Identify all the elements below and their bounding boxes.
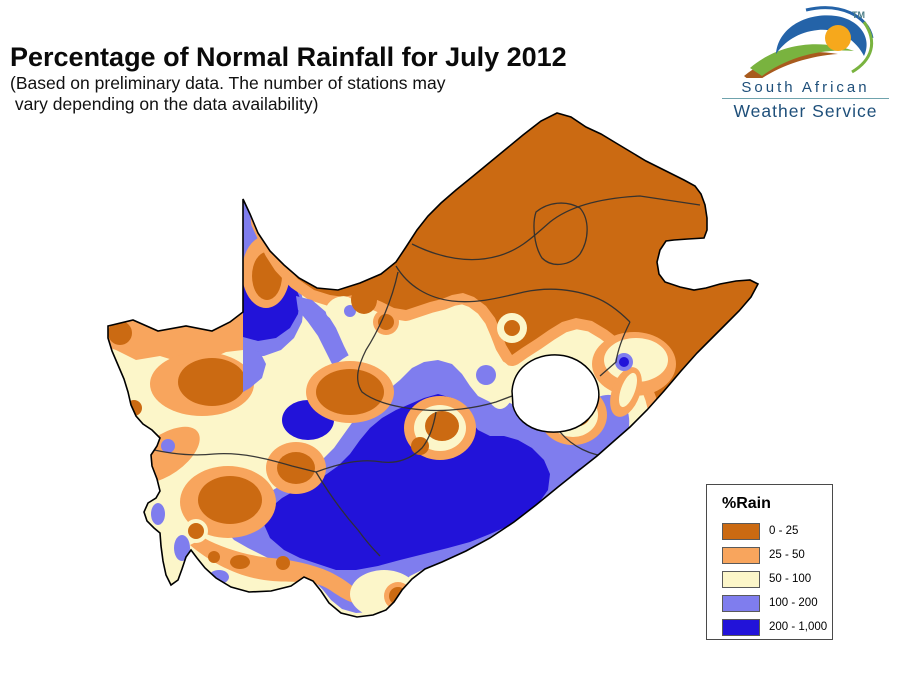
rain-region [161, 439, 175, 453]
logo-divider [722, 98, 889, 99]
saws-logo-icon [743, 6, 873, 84]
rain-region [243, 346, 266, 392]
logo-thin-green-arc [850, 21, 873, 74]
legend-label: 100 - 200 [769, 597, 818, 609]
rain-region [296, 296, 396, 404]
trademark-symbol: TM [852, 10, 865, 20]
legend: %Rain 0 - 25 25 - 50 50 - 100 100 - 200 … [706, 484, 833, 640]
legend-swatch [722, 546, 760, 564]
legend-row: 100 - 200 [722, 594, 832, 612]
legend-row: 0 - 25 [722, 522, 832, 540]
logo-green-swoosh [749, 44, 854, 76]
rain-region [618, 372, 638, 408]
rain-region [276, 556, 290, 570]
rain-region [476, 365, 496, 385]
logo-blue-swoosh [775, 15, 867, 56]
country-outline [107, 112, 760, 618]
rain-region [151, 503, 165, 525]
logo-text-line-2: Weather Service [733, 101, 878, 121]
rain-region [188, 523, 204, 539]
legend-swatch [722, 570, 760, 588]
header: Percentage of Normal Rainfall for July 2… [10, 42, 700, 115]
legend-swatch [722, 594, 760, 612]
legend-label: 200 - 1,000 [769, 621, 828, 633]
rain-region [351, 286, 377, 314]
legend-swatch [722, 522, 760, 540]
legend-swatch [722, 618, 760, 636]
legend-label: 0 - 25 [769, 525, 799, 537]
rain-region [108, 321, 132, 345]
legend-row: 50 - 100 [722, 570, 832, 588]
rain-region [277, 452, 315, 484]
rain-region [209, 570, 229, 584]
rain-region [230, 555, 250, 569]
logo-text-line-1: South African [741, 79, 870, 96]
rain-region [126, 400, 142, 416]
province-borders [129, 195, 701, 557]
legend-title: %Rain [722, 495, 771, 512]
lesotho-blank-area [511, 354, 600, 433]
rain-region [262, 394, 550, 570]
rain-region [344, 305, 356, 317]
rain-region [378, 314, 394, 330]
rain-region [425, 411, 459, 441]
page-title: Percentage of Normal Rainfall for July 2… [10, 42, 567, 72]
legend-label: 50 - 100 [769, 573, 812, 585]
rain-region [178, 358, 246, 406]
legend-items: 0 - 25 25 - 50 50 - 100 100 - 200 200 - … [722, 522, 832, 636]
rain-region [604, 338, 668, 382]
legend-row: 200 - 1,000 [722, 618, 832, 636]
rain-region [504, 320, 520, 336]
rain-region [316, 369, 384, 415]
rain-region [619, 357, 629, 367]
rain-region [174, 535, 190, 561]
saws-logo: TM South African Weather Service [718, 6, 893, 122]
subtitle-line-2: vary depending on the data availability) [10, 94, 319, 114]
legend-row: 25 - 50 [722, 546, 832, 564]
rain-region [208, 551, 220, 563]
sun-icon [824, 25, 851, 51]
rain-region [198, 476, 262, 524]
legend-label: 25 - 50 [769, 549, 805, 561]
subtitle-line-1: (Based on preliminary data. The number o… [10, 73, 446, 93]
rain-region [190, 538, 368, 605]
rain-region [411, 437, 429, 455]
